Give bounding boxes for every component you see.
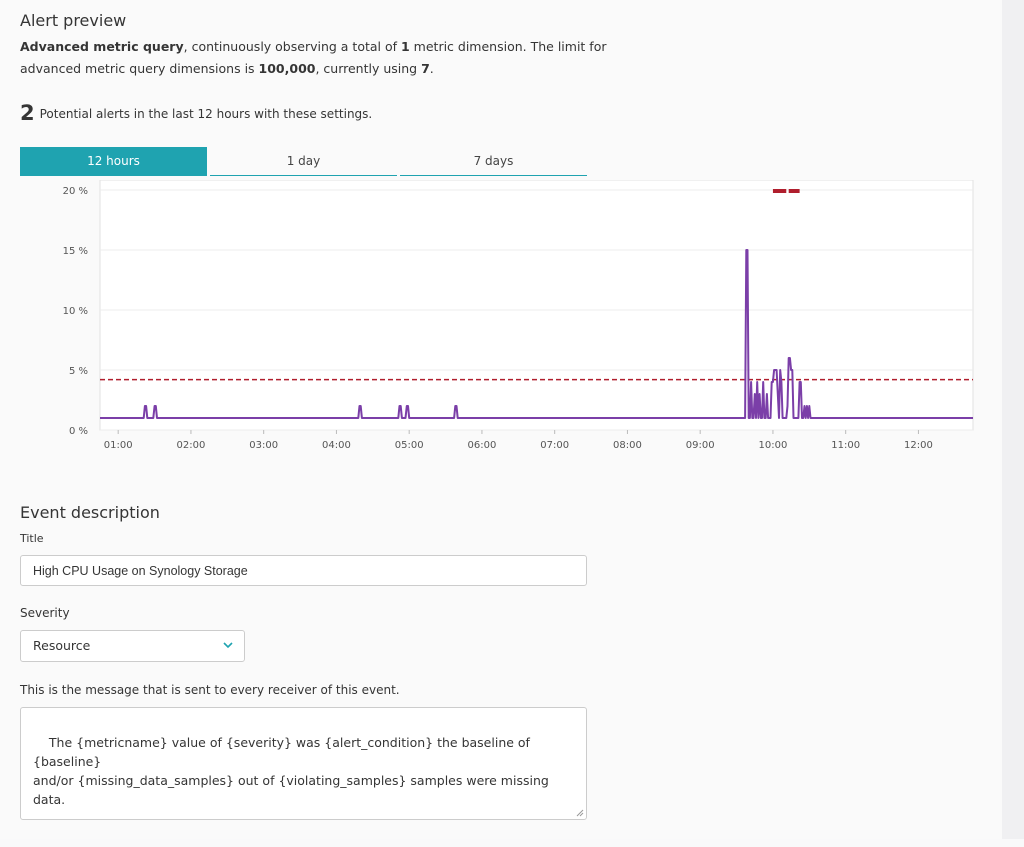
chart-x-tick-label: 09:00 [686, 440, 715, 451]
timeframe-tabs: 12 hours 1 day 7 days [20, 147, 588, 176]
description-text: . [429, 61, 434, 76]
alert-preview-description: Advanced metric query, continuously obse… [20, 36, 620, 80]
tab-1-day[interactable]: 1 day [210, 147, 397, 176]
chevron-down-icon [223, 642, 233, 649]
chart-y-tick-label: 10 % [63, 306, 88, 317]
alert-count: 2 [20, 101, 35, 125]
chart-x-tick-label: 12:00 [904, 440, 933, 451]
main-panel: Alert preview Advanced metric query, con… [20, 11, 974, 820]
dimension-count: 1 [401, 39, 410, 54]
chart-y-tick-label: 20 % [63, 186, 88, 197]
query-type-label: Advanced metric query [20, 39, 184, 54]
potential-alerts-summary: 2 Potential alerts in the last 12 hours w… [20, 101, 372, 125]
chart-y-tick-label: 0 % [69, 426, 88, 437]
chart-x-tick-label: 03:00 [249, 440, 278, 451]
description-text: , continuously observing a total of [183, 39, 401, 54]
chart-series-line [100, 249, 973, 419]
chart-grid [100, 189, 973, 431]
tab-12-hours[interactable]: 12 hours [20, 147, 207, 176]
chart-x-tick-label: 06:00 [468, 440, 497, 451]
chart-x-tick-label: 04:00 [322, 440, 351, 451]
description-text: , currently using [315, 61, 422, 76]
chart-x-axis: 01:00 02:00 03:00 04:00 05:00 06:00 07:00 08:00… [104, 430, 933, 451]
resize-grip-icon[interactable] [574, 807, 584, 817]
severity-label: Severity [20, 606, 70, 620]
event-description-heading: Event description [20, 503, 160, 522]
alert-count-text: Potential alerts in the last 12 hours wi… [39, 107, 373, 121]
alert-preview-chart: 0 %5 %10 %15 %20 % 01:00 02:00 03:00 04:00 0… [63, 180, 974, 451]
chart-alert-marker [788, 189, 800, 193]
chart-y-axis: 0 % 5 % 10 % 15 % 20 % [63, 186, 88, 437]
chart-x-tick-label: 02:00 [177, 440, 206, 451]
severity-selected-value: Resource [33, 638, 91, 653]
message-text: The {metricname} value of {severity} was… [33, 735, 549, 807]
alert-preview-heading: Alert preview [20, 11, 127, 30]
severity-select[interactable]: Resource [20, 630, 245, 662]
message-textarea[interactable]: The {metricname} value of {severity} was… [20, 707, 587, 820]
message-label: This is the message that is sent to ever… [20, 683, 400, 697]
right-side-panel [1002, 0, 1024, 839]
chart-x-tick-label: 11:00 [831, 440, 860, 451]
chart-x-tick-label: 05:00 [395, 440, 424, 451]
chart-alert-marker [772, 189, 787, 193]
dimension-limit: 100,000 [258, 61, 316, 76]
dimensions-used: 7 [421, 61, 430, 76]
chart-plot-area [99, 180, 974, 431]
title-input[interactable] [20, 555, 587, 586]
chart-x-tick-label: 10:00 [759, 440, 788, 451]
description-text: metric dimension. The limit for advanced… [20, 39, 607, 76]
chart-x-tick-label: 07:00 [540, 440, 569, 451]
title-label: Title [20, 532, 44, 545]
chart-x-tick-label: 01:00 [104, 440, 133, 451]
chart-x-tick-label: 08:00 [613, 440, 642, 451]
chart-alert-markers [772, 189, 800, 193]
tab-7-days[interactable]: 7 days [400, 147, 587, 176]
chart-y-tick-label: 5 % [69, 366, 88, 377]
chart-y-tick-label: 15 % [63, 246, 88, 257]
